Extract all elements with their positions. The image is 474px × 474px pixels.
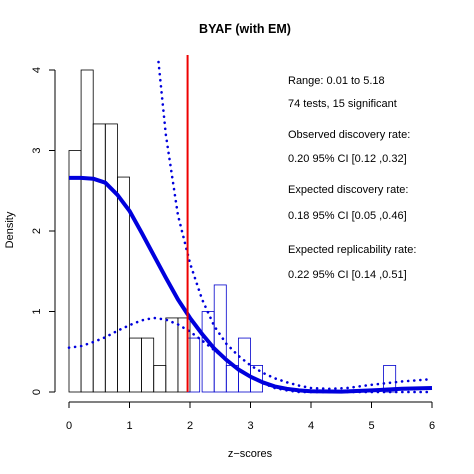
- bar-nonsig-6: [141, 337, 155, 393]
- annotation-edr-label: Expected discovery rate:: [288, 184, 408, 196]
- y-tick-label-4: 4: [31, 67, 43, 73]
- x-tick-label-1: 1: [126, 420, 132, 432]
- bar-sig-4: [237, 337, 251, 393]
- bar-nonsig-8: [165, 317, 179, 393]
- y-tick-label-1: 1: [31, 308, 43, 314]
- annotation-range: Range: 0.01 to 5.18: [288, 75, 385, 87]
- annotation-edr-value: 0.18 95% CI [0.05 ,0.46]: [288, 210, 407, 222]
- x-tick-label-4: 4: [308, 420, 314, 432]
- bar-nonsig-5: [129, 337, 142, 393]
- annotation-block: Range: 0.01 to 5.18 74 tests, 15 signifi…: [288, 75, 416, 281]
- x-tick-label-0: 0: [66, 420, 72, 432]
- bar-nonsig-2: [92, 123, 106, 393]
- bar-nonsig-3: [104, 123, 118, 393]
- bar-nonsig-4: [117, 176, 130, 393]
- y-axis: 0 1 2 3 4: [31, 67, 56, 395]
- annotation-odr-value: 0.20 95% CI [0.12 ,0.32]: [288, 153, 407, 165]
- histogram-nonsignificant: [68, 69, 191, 393]
- annotation-odr-label: Observed discovery rate:: [288, 129, 410, 141]
- y-axis-label: Density: [4, 211, 16, 248]
- bar-sig-0: [187, 337, 201, 393]
- bar-sig-2: [213, 284, 227, 393]
- x-axis: 0 1 2 3 4 5 6: [66, 401, 435, 432]
- x-axis-label: z−scores: [228, 448, 273, 460]
- fitted-density-curve: [69, 175, 433, 394]
- bar-nonsig-0: [68, 150, 82, 393]
- chart-title: BYAF (with EM): [199, 22, 291, 36]
- y-tick-label-3: 3: [31, 147, 43, 153]
- histogram-significant: [187, 284, 397, 393]
- ci-upper-curve: [157, 60, 434, 391]
- y-tick-label-0: 0: [31, 389, 43, 395]
- x-tick-label-5: 5: [368, 420, 374, 432]
- x-tick-label-6: 6: [429, 420, 435, 432]
- annotation-err-label: Expected replicability rate:: [288, 244, 416, 256]
- bar-nonsig-7: [153, 365, 167, 393]
- y-tick-label-2: 2: [31, 228, 43, 234]
- annotation-err-value: 0.22 95% CI [0.14 ,0.51]: [288, 269, 407, 281]
- x-tick-label-2: 2: [187, 420, 193, 432]
- bar-nonsig-9: [177, 317, 191, 393]
- annotation-tests: 74 tests, 15 significant: [288, 98, 397, 110]
- x-tick-label-3: 3: [247, 420, 253, 432]
